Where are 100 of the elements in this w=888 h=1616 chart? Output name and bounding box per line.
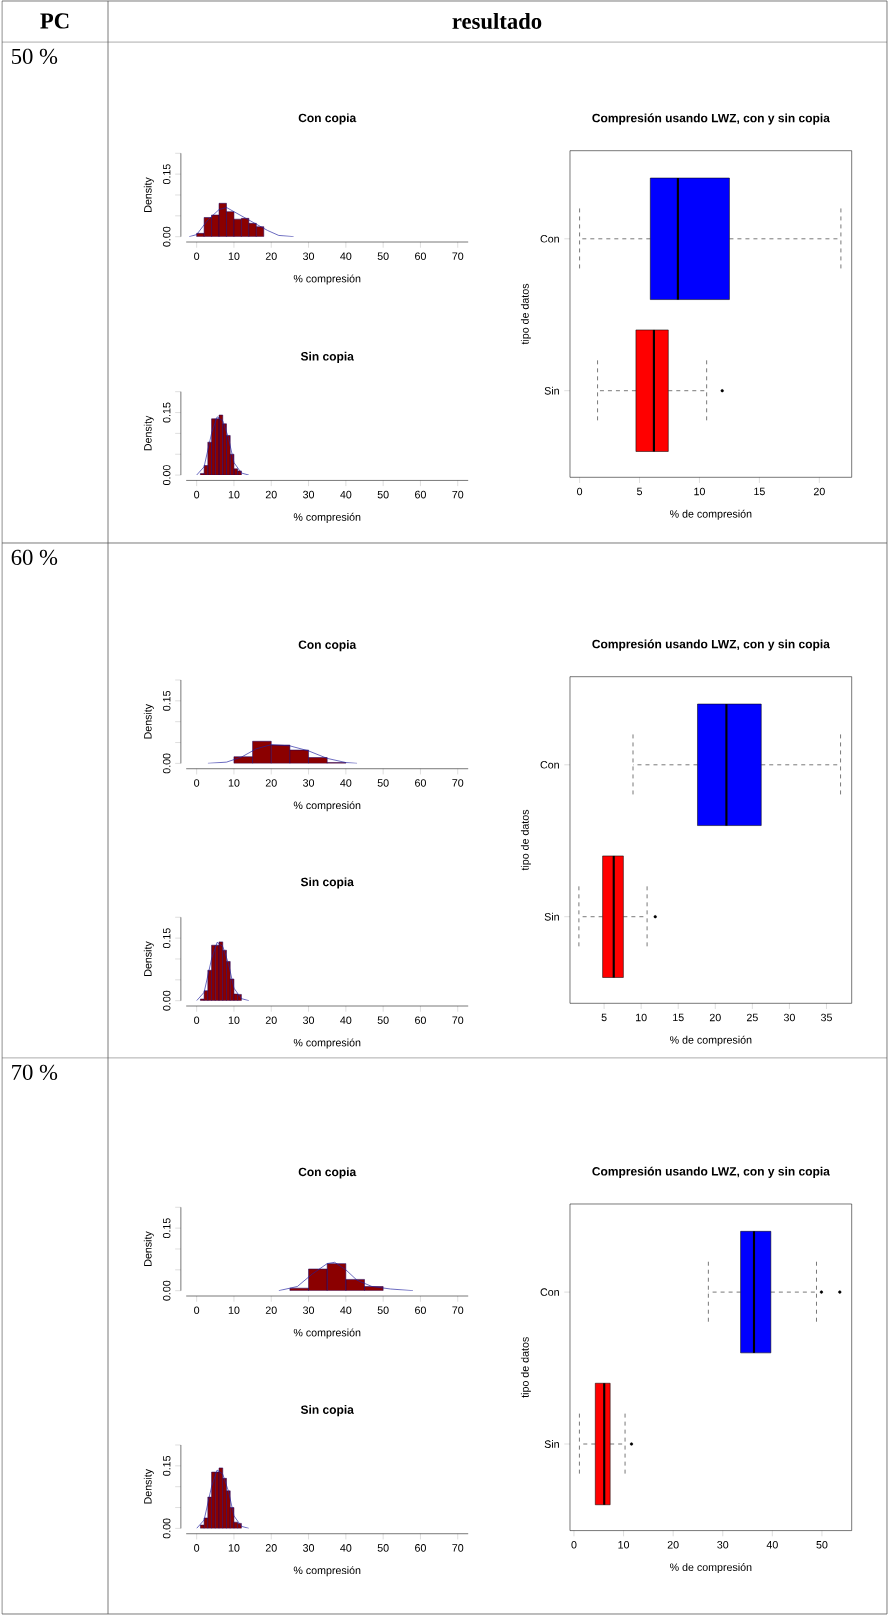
chart-title: Compresión usando LWZ, con y sin copia [592,1166,830,1178]
y-axis-title: Density [143,941,154,976]
x-tick-label: 40 [340,1016,352,1024]
x-tick-label: 50 [377,779,389,787]
x-tick-label: 70 [452,1306,464,1314]
x-tick-label: 10 [228,1544,240,1552]
x-tick-label: 30 [303,252,315,260]
x-tick-label: 20 [667,1541,679,1549]
x-tick-label: 40 [340,252,352,260]
x-tick-label: 60 [415,490,426,499]
x-tick-label: 30 [303,1016,315,1024]
y-tick-label: Con [540,235,559,243]
text: 70 % [12,1064,58,1081]
x-tick-label: 40 [340,490,352,499]
x-tick-label: 20 [813,487,825,496]
y-axis-title: Density [143,1231,154,1266]
chart-title: Con copia [298,640,357,652]
y-tick-label: 0.00 [162,990,171,1011]
x-tick-label: 25 [746,1013,758,1022]
text: PC [40,13,69,29]
x-tick-label: 15 [673,1013,684,1022]
x-tick-label: 10 [228,1306,240,1314]
x-tick-label: 50 [377,1306,389,1314]
x-tick-label: 10 [618,1541,630,1549]
y-axis-title: Density [143,1468,154,1504]
x-tick-label: 60 [415,779,426,787]
text: 60 % [11,549,58,566]
y-tick-label: Sin [544,386,559,395]
text: resultado [452,12,542,29]
x-tick-label: 60 [415,1544,426,1552]
y-axis-title: tipo de datos [520,809,531,871]
chart-title: Compresión usando LWZ, con y sin copia [592,639,830,651]
y-tick-label: Con [540,1288,559,1296]
x-tick-label: 20 [265,252,277,260]
x-axis-title: % compresión [293,274,361,285]
x-tick-label: 20 [265,779,277,787]
x-tick-label: 20 [265,490,277,499]
x-tick-label: 20 [709,1013,721,1022]
x-tick-label: 5 [636,487,643,496]
y-tick-label: 0.00 [162,1518,171,1539]
x-axis-title: % compresión [293,801,361,812]
chart-title: Sin copia [300,877,354,889]
line-series [196,1469,250,1529]
x-tick-label: 30 [303,779,315,787]
x-tick-label: 0 [194,1544,200,1552]
x-tick-label: 5 [601,1013,607,1022]
y-tick-label: 0.15 [162,164,171,185]
x-tick-label: 0 [571,1541,577,1549]
x-tick-label: 10 [228,490,240,499]
x-tick-label: 20 [265,1016,277,1024]
x-tick-label: 60 [415,252,426,260]
x-axis-title: % compresión [293,1566,361,1577]
x-axis-title: % compresión [293,512,361,523]
y-tick-label: 0.15 [162,1455,171,1476]
x-tick-label: 70 [452,252,464,260]
y-axis-title: Density [143,177,154,212]
x-tick-label: 40 [340,1306,352,1314]
x-tick-label: 40 [340,1544,352,1552]
x-tick-label: 50 [377,1544,389,1552]
y-axis-title: tipo de datos [520,1337,531,1398]
x-tick-label: 10 [636,1013,647,1022]
x-tick-label: 0 [194,779,200,787]
chart-title: Sin copia [300,351,354,363]
y-tick-label: 0.15 [162,928,171,949]
x-tick-label: 40 [340,779,352,787]
text: 50 % [12,48,58,65]
x-axis-title: % de compresión [670,509,752,520]
y-tick-label: 0.15 [162,690,171,711]
x-tick-label: 30 [717,1541,729,1549]
y-axis-title: Density [143,415,154,451]
x-tick-label: 10 [228,779,240,787]
y-axis-title: tipo de datos [520,283,531,345]
y-tick-label: Sin [544,1440,559,1448]
x-tick-label: 30 [303,490,315,499]
x-tick-label: 0 [194,252,200,260]
line-series [196,941,250,1001]
x-tick-label: 35 [820,1013,832,1022]
x-axis-title: % de compresión [670,1563,752,1574]
chart-title: Sin copia [300,1405,354,1417]
x-tick-label: 20 [265,1544,277,1552]
chart-title: Con copia [298,1167,357,1179]
y-tick-label: 0.00 [162,226,171,247]
y-tick-label: Sin [544,912,559,921]
x-axis-title: % compresión [293,1328,361,1339]
x-tick-label: 40 [766,1541,778,1549]
y-tick-label: 0.00 [162,753,171,774]
x-tick-label: 30 [303,1544,315,1552]
x-tick-label: 50 [377,490,389,499]
x-tick-label: 50 [816,1541,828,1549]
y-tick-label: 0.15 [162,402,171,423]
x-tick-label: 0 [194,1016,200,1024]
y-tick-label: Con [540,761,559,769]
x-tick-label: 70 [452,490,464,499]
chart-title: Compresión usando LWZ, con y sin copia [592,113,830,125]
x-tick-label: 20 [265,1306,277,1314]
chart-title: Con copia [298,113,357,125]
line-series [196,416,250,476]
x-tick-label: 60 [415,1306,426,1314]
x-tick-label: 70 [452,1016,464,1024]
x-tick-label: 10 [694,487,705,496]
